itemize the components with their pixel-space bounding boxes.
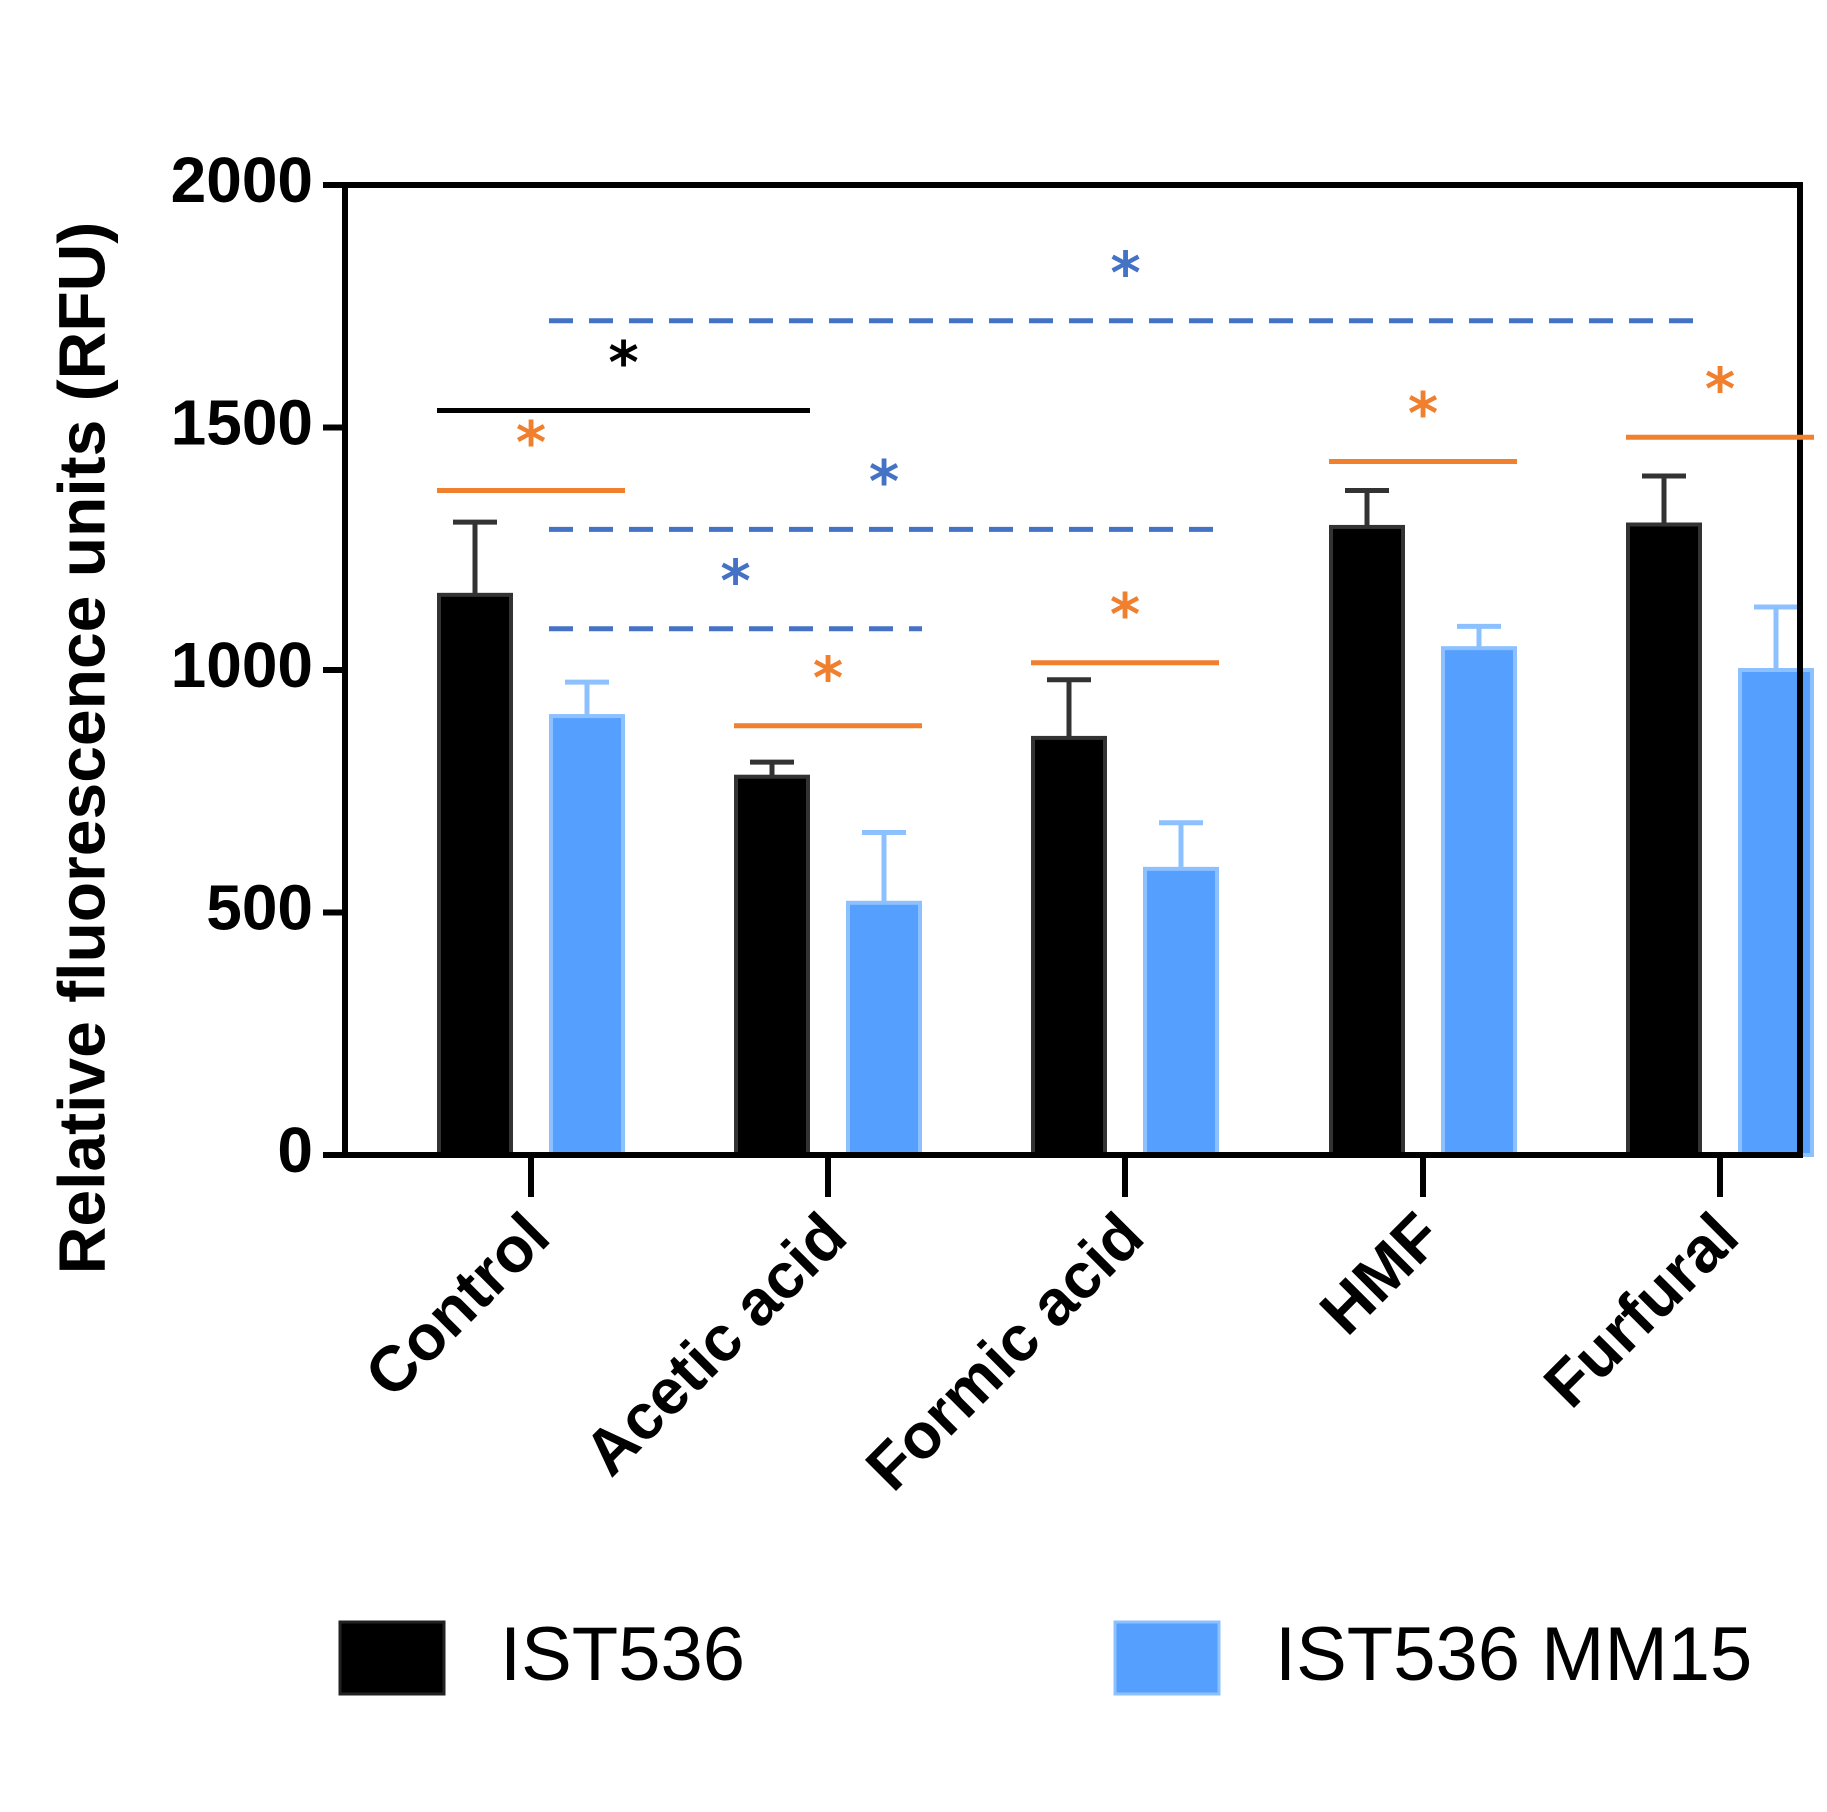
legend-swatch-ist536 (338, 1620, 446, 1696)
x-tick-label-control: Control (351, 1199, 563, 1411)
y-tick-label: 1000 (171, 629, 313, 701)
significance-star: * (1110, 239, 1140, 307)
legend: IST536 IST536 MM15 (338, 1612, 1752, 1697)
y-tick-label: 1500 (171, 386, 313, 458)
x-tick-label-furfural: Furfural (1530, 1199, 1752, 1421)
significance-star: * (1408, 379, 1438, 447)
y-tick-label: 2000 (171, 144, 313, 216)
bar-formic-acid-mm15 (1143, 866, 1219, 1157)
significance-star: * (1705, 355, 1735, 423)
x-tick-label-hmf: HMF (1306, 1199, 1455, 1348)
significance-star: * (869, 447, 899, 515)
significance-star: * (1110, 581, 1140, 649)
bar-control-mm15 (549, 714, 625, 1157)
y-axis-title: Relative fluorescence units (RFU) (44, 222, 118, 1275)
significance-star: * (608, 329, 638, 397)
bar-control-ist536 (437, 592, 513, 1157)
plot-area: 0 500 1000 1500 2000 Control Acetic acidFormic… (171, 144, 1814, 1504)
bar-hmf-ist536 (1329, 524, 1405, 1157)
bar-furfural-ist536 (1626, 522, 1702, 1157)
significance-star: * (720, 547, 750, 615)
bar-hmf-mm15 (1441, 646, 1517, 1157)
significance-star: * (813, 644, 843, 712)
y-tick-label: 0 (277, 1114, 313, 1186)
legend-label-ist536: IST536 (500, 1612, 745, 1697)
significance-star: * (516, 409, 546, 477)
bar-acetic-acid-mm15 (846, 900, 922, 1157)
x-tick-label-formic-acid: Formic acid (852, 1199, 1157, 1504)
bar-formic-acid-ist536 (1031, 735, 1107, 1158)
legend-swatch-mm15 (1113, 1620, 1221, 1696)
legend-label-mm15: IST536 MM15 (1275, 1612, 1752, 1697)
x-tick-label-acetic-acid: Acetic acid (570, 1199, 860, 1489)
y-tick-label: 500 (206, 871, 313, 943)
bar-acetic-acid-ist536 (734, 774, 810, 1157)
